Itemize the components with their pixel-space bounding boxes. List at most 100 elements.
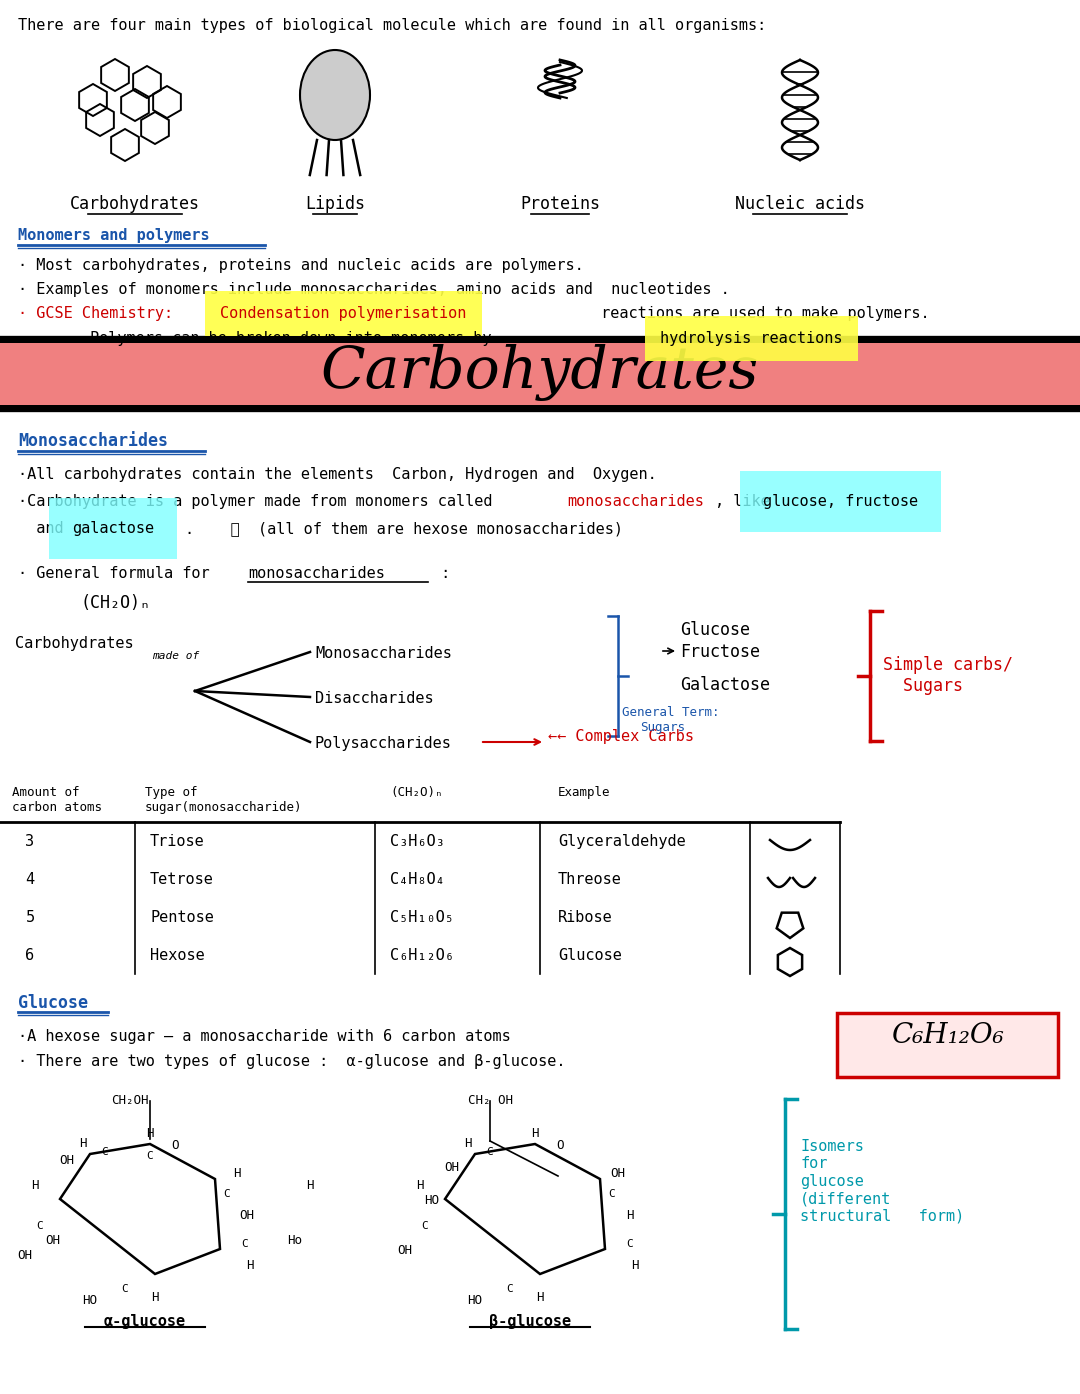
Text: H: H [416, 1179, 423, 1192]
Text: Polymers can be broken down into monomers by: Polymers can be broken down into monomer… [90, 330, 501, 346]
Text: · There are two types of glucose :  α-glucose and β-glucose.: · There are two types of glucose : α-glu… [18, 1054, 566, 1069]
Text: hydrolysis reactions: hydrolysis reactions [660, 330, 842, 346]
Text: H: H [146, 1126, 153, 1140]
Text: 4: 4 [26, 873, 35, 887]
Text: glucose, fructose: glucose, fructose [762, 493, 918, 509]
Text: General Term:: General Term: [622, 705, 719, 719]
Text: · Most carbohydrates, proteins and nucleic acids are polymers.: · Most carbohydrates, proteins and nucle… [18, 258, 584, 273]
Text: H: H [79, 1138, 86, 1150]
Text: :: : [432, 566, 450, 581]
Text: C: C [37, 1221, 43, 1231]
Text: Tetrose: Tetrose [150, 873, 214, 887]
Text: Glucose: Glucose [18, 994, 87, 1012]
Text: Simple carbs/
  Sugars: Simple carbs/ Sugars [883, 657, 1013, 694]
FancyBboxPatch shape [0, 343, 1080, 406]
Text: O: O [172, 1139, 179, 1151]
Text: monosaccharides: monosaccharides [567, 493, 704, 509]
Text: Ribose: Ribose [558, 910, 612, 926]
Text: Carbohydrates: Carbohydrates [15, 636, 134, 651]
Text: , like: , like [715, 493, 779, 509]
Text: Hexose: Hexose [150, 948, 205, 963]
Text: (CH₂O)ₙ: (CH₂O)ₙ [390, 786, 443, 799]
Text: Condensation polymerisation: Condensation polymerisation [220, 307, 467, 321]
Text: .: . [892, 330, 910, 346]
Text: C: C [609, 1189, 616, 1199]
Text: H: H [246, 1259, 254, 1271]
Text: galactose: galactose [72, 521, 154, 537]
Text: Fructose: Fructose [680, 643, 760, 661]
Text: C₄H₈O₄: C₄H₈O₄ [390, 873, 445, 887]
Text: OH: OH [240, 1209, 255, 1223]
Text: monosaccharides: monosaccharides [248, 566, 384, 581]
Ellipse shape [300, 50, 370, 139]
Text: 5: 5 [26, 910, 35, 926]
Text: C₆H₁₂O₆: C₆H₁₂O₆ [390, 948, 454, 963]
Text: Carbohydrates: Carbohydrates [70, 195, 200, 213]
Text: OH: OH [610, 1167, 625, 1179]
Text: reactions are used to make polymers.: reactions are used to make polymers. [592, 307, 930, 321]
Text: Proteins: Proteins [519, 195, 600, 213]
Text: ·A hexose sugar – a monosaccharide with 6 carbon atoms: ·A hexose sugar – a monosaccharide with … [18, 1029, 511, 1044]
Text: Threose: Threose [558, 873, 622, 887]
Text: Type of
sugar(monosaccharide): Type of sugar(monosaccharide) [145, 786, 302, 814]
Text: .    〈  (all of them are hexose monosaccharides): . 〈 (all of them are hexose monosacchari… [185, 521, 623, 537]
Text: α-glucose: α-glucose [104, 1315, 186, 1328]
Text: H: H [31, 1179, 39, 1192]
Text: Carbohydrates: Carbohydrates [321, 344, 759, 401]
Text: OH: OH [45, 1234, 60, 1248]
Text: (CH₂O)ₙ: (CH₂O)ₙ [80, 594, 150, 612]
Text: Galactose: Galactose [680, 676, 770, 694]
Text: C: C [102, 1147, 108, 1157]
Text: OH: OH [397, 1243, 413, 1257]
Text: C: C [421, 1221, 429, 1231]
Text: made of: made of [152, 651, 199, 661]
Text: Monosaccharides: Monosaccharides [315, 645, 451, 661]
Text: ·All carbohydrates contain the elements  Carbon, Hydrogen and  Oxygen.: ·All carbohydrates contain the elements … [18, 467, 657, 482]
Text: O: O [556, 1139, 564, 1151]
Text: C: C [242, 1239, 248, 1249]
Text: · General formula for: · General formula for [18, 566, 219, 581]
Text: OH: OH [17, 1249, 32, 1262]
Text: Glucose: Glucose [680, 620, 750, 638]
Text: C₅H₁₀O₅: C₅H₁₀O₅ [390, 910, 454, 926]
Text: Lipids: Lipids [305, 195, 365, 213]
Text: H: H [464, 1138, 472, 1150]
Text: C: C [626, 1239, 633, 1249]
Text: Polysaccharides: Polysaccharides [315, 736, 451, 751]
Text: C: C [507, 1284, 513, 1294]
Text: C: C [122, 1284, 129, 1294]
Text: Glyceraldehyde: Glyceraldehyde [558, 834, 686, 849]
Text: There are four main types of biological molecule which are found in all organism: There are four main types of biological … [18, 18, 766, 33]
Text: C₆H₁₂O₆: C₆H₁₂O₆ [892, 1022, 1004, 1050]
Text: H: H [537, 1291, 543, 1303]
Text: 6: 6 [26, 948, 35, 963]
Text: Amount of
carbon atoms: Amount of carbon atoms [12, 786, 102, 814]
Text: C: C [487, 1147, 494, 1157]
Text: H: H [307, 1179, 314, 1192]
Text: ·Carbohydrate is a polymer made from monomers called: ·Carbohydrate is a polymer made from mon… [18, 493, 501, 509]
Text: Triose: Triose [150, 834, 205, 849]
Text: 3: 3 [26, 834, 35, 849]
Text: HO: HO [424, 1195, 440, 1207]
Text: OH: OH [59, 1154, 75, 1167]
Text: β-glucose: β-glucose [489, 1315, 571, 1328]
Text: C: C [147, 1151, 153, 1161]
Text: CH₂OH: CH₂OH [111, 1094, 149, 1107]
Text: Sugars: Sugars [640, 721, 685, 735]
Text: Nucleic acids: Nucleic acids [735, 195, 865, 213]
Text: H: H [626, 1209, 634, 1223]
Text: Glucose: Glucose [558, 948, 622, 963]
Text: · Examples of monomers include monosaccharides, amino acids and  nucleotides .: · Examples of monomers include monosacch… [18, 282, 730, 297]
Text: HO: HO [468, 1294, 483, 1308]
Text: ←← Complex Carbs: ←← Complex Carbs [548, 729, 694, 744]
Text: CH₂ OH: CH₂ OH [468, 1094, 513, 1107]
Text: C: C [224, 1189, 230, 1199]
Text: Ho: Ho [287, 1234, 302, 1248]
Text: Example: Example [558, 786, 610, 799]
Text: Disaccharides: Disaccharides [315, 691, 434, 705]
Text: H: H [631, 1259, 638, 1271]
Text: H: H [233, 1167, 241, 1179]
Text: OH: OH [445, 1161, 459, 1174]
Text: Isomers
for
glucose
(different
structural   form): Isomers for glucose (different structura… [800, 1139, 964, 1224]
Text: HO: HO [82, 1294, 97, 1308]
